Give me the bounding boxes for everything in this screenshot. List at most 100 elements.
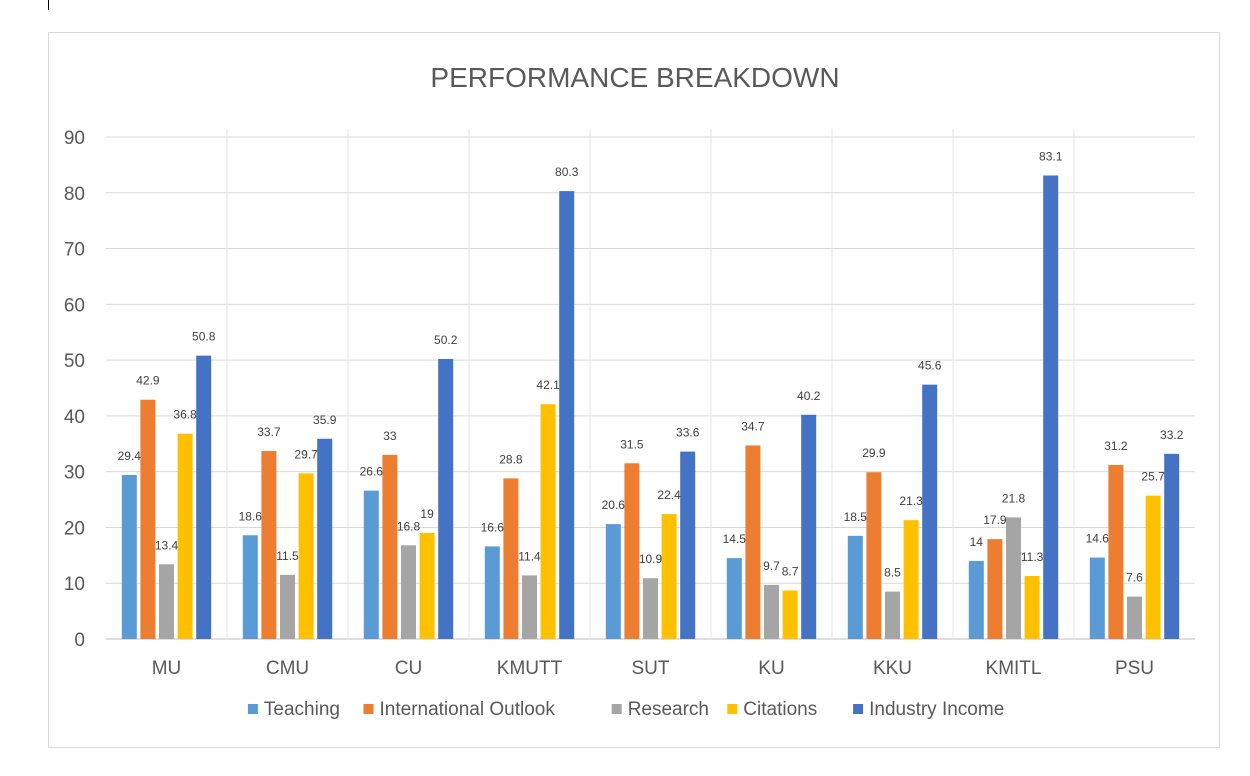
bar [1127,596,1142,639]
x-tick-label: KMUTT [497,658,563,679]
data-label: 22.4 [657,488,681,502]
data-label: 14.6 [1086,532,1110,546]
bar [261,451,277,639]
data-label: 16.6 [481,520,505,534]
legend-label: Research [628,699,709,720]
bar [680,451,696,639]
data-label: 8.7 [782,564,799,578]
bars [121,175,1180,640]
data-label: 80.3 [555,165,579,179]
bar [801,414,817,639]
x-tick-label: CMU [266,658,309,679]
bar [764,584,779,639]
data-label: 7.6 [1126,571,1143,585]
legend-swatch [611,704,622,714]
x-tick-label: PSU [1115,658,1154,679]
gridlines [106,129,1195,640]
bar [1164,453,1180,639]
bar [196,355,212,639]
y-tick-label: 90 [64,128,85,149]
data-label: 11.3 [1021,550,1044,564]
y-tick-label: 20 [64,518,85,539]
data-label: 13.4 [155,538,179,552]
legend-item: International Outlook [363,699,556,720]
data-label: 11.4 [518,549,541,563]
legend: Teaching International Outlook Research Cit… [247,699,1004,720]
data-label: 29.4 [118,449,142,463]
legend-label: Teaching [264,699,340,720]
bar [661,514,677,639]
legend-item: Industry Income [853,699,1004,720]
bar [726,558,742,639]
y-tick-label: 50 [64,351,85,372]
legend-item: Teaching [247,699,340,720]
chart-frame: PERFORMANCE BREAKDOWN 0 10 20 30 40 50 60 70 80 9… [48,32,1220,748]
legend-item: Citations [727,699,817,720]
chart-title: PERFORMANCE BREAKDOWN [430,62,839,93]
bar [419,533,435,639]
data-labels: 29.4 42.9 13.4 36.8 50.8 18.6 33.7 11.5 29.7 35.9… [118,149,1184,584]
bar [438,358,454,639]
bar [280,574,295,639]
data-label: 33.2 [1160,428,1184,442]
data-label: 50.2 [434,333,458,347]
data-label: 18.6 [239,509,263,523]
legend-swatch [363,704,374,714]
data-label: 50.8 [192,330,216,344]
data-label: 25.7 [1141,470,1165,484]
bar [922,384,938,639]
y-tick-label: 30 [64,463,85,484]
y-tick-label: 0 [74,630,85,651]
data-label: 17.9 [983,513,1007,527]
bar [540,404,556,639]
data-label: 20.6 [602,498,626,512]
data-label: 8.5 [884,566,901,580]
bar [242,535,258,639]
data-label: 31.5 [620,437,644,451]
y-axis-ticks: 0 10 20 30 40 50 60 70 80 90 [64,128,85,651]
legend-item: Research [611,699,709,720]
x-tick-label: KMITL [986,658,1042,679]
bar [159,564,174,639]
data-label: 21.3 [899,494,923,508]
bar [1024,575,1040,639]
bar [382,454,398,639]
bar [782,590,798,639]
bar [885,591,900,639]
text-cursor [48,0,49,10]
bar [401,545,416,639]
bar [363,490,379,639]
data-label: 33.7 [257,425,281,439]
bar [624,463,640,639]
data-label: 33.6 [676,426,700,440]
bar [987,539,1003,639]
data-label: 34.7 [741,419,765,433]
data-label: 40.2 [797,389,821,403]
bar [847,535,863,639]
x-tick-label: MU [152,658,182,679]
legend-swatch [853,704,864,714]
data-label: 19 [420,507,434,521]
data-label: 33 [383,429,397,443]
bar [177,433,193,639]
legend-label: International Outlook [380,699,556,720]
data-label: 18.5 [844,510,868,524]
bar [140,399,156,639]
x-tick-label: CU [395,658,422,679]
x-tick-label: SUT [632,658,670,679]
y-tick-label: 40 [64,407,85,428]
data-label: 26.6 [360,465,384,479]
bar [1089,557,1105,639]
chart-canvas: PERFORMANCE BREAKDOWN 0 10 20 30 40 50 60 70 80 9… [64,62,1195,720]
y-tick-label: 80 [64,184,85,205]
bar [1108,464,1124,639]
legend-swatch [727,704,738,714]
data-label: 14.5 [723,532,747,546]
bar [484,546,500,639]
data-label: 14 [970,535,984,549]
data-label: 45.6 [918,359,942,373]
bar [559,191,575,640]
bar [1145,495,1161,639]
legend-swatch [247,704,258,714]
legend-label: Citations [743,699,817,720]
